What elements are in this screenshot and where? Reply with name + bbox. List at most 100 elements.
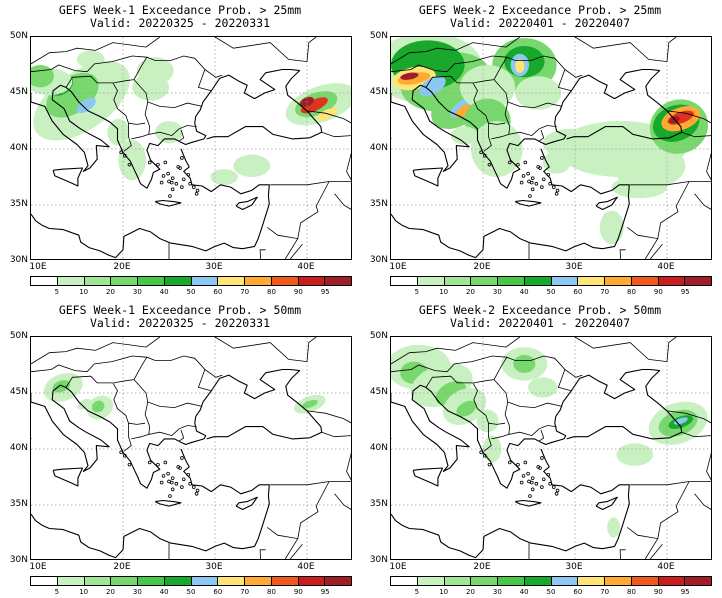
map-svg xyxy=(31,37,351,259)
color-bar-swatch xyxy=(471,577,498,585)
probability-shading xyxy=(460,65,516,110)
island xyxy=(188,181,192,186)
island xyxy=(530,476,535,480)
country-border xyxy=(214,37,317,63)
lon-tick-label: 30E xyxy=(565,262,583,272)
coastline xyxy=(52,167,84,187)
island xyxy=(195,488,200,493)
probability-shading xyxy=(233,154,271,177)
island xyxy=(178,466,182,470)
color-bar-swatch xyxy=(325,577,351,585)
color-bar-label: 60 xyxy=(213,588,223,596)
island xyxy=(538,466,542,470)
probability-shading xyxy=(317,108,338,121)
color-bar-swatch xyxy=(271,577,299,585)
color-bar-label: 50 xyxy=(186,288,196,296)
country-border xyxy=(425,375,492,452)
color-bar-label: 5 xyxy=(54,288,60,296)
country-border xyxy=(644,538,659,559)
island xyxy=(552,485,556,489)
island xyxy=(159,480,164,485)
country-border xyxy=(65,75,132,152)
coastline xyxy=(235,196,258,211)
country-border xyxy=(270,131,351,186)
lon-tick-label: 40E xyxy=(657,562,675,572)
color-bar-label: 50 xyxy=(546,588,556,596)
color-bar-swatch xyxy=(658,577,686,585)
lon-tick-label: 10E xyxy=(29,562,47,572)
country-border xyxy=(493,379,563,409)
map-panel: GEFS Week-2 Exceedance Prob. > 25mm Valid… xyxy=(360,0,720,298)
lon-tick-label: 30E xyxy=(205,562,223,572)
island xyxy=(521,474,526,478)
map-frame xyxy=(30,36,352,260)
country-border xyxy=(488,122,506,125)
country-border xyxy=(694,493,711,510)
country-border xyxy=(334,493,351,510)
lat-tick-label: 35N xyxy=(369,199,388,209)
lat-tick-label: 30N xyxy=(9,555,28,565)
color-bar-swatch xyxy=(498,277,525,285)
island xyxy=(166,471,170,476)
island xyxy=(161,474,166,478)
island xyxy=(538,166,542,170)
lon-tick-label: 20E xyxy=(113,262,131,272)
lat-tick-label: 40N xyxy=(369,143,388,153)
country-border xyxy=(289,243,303,259)
country-border xyxy=(564,69,583,78)
lon-tick-label: 30E xyxy=(205,262,223,272)
country-border xyxy=(267,481,330,540)
country-border xyxy=(574,337,677,363)
color-bar xyxy=(390,276,712,286)
country-border xyxy=(391,337,521,365)
probability-shading xyxy=(136,57,174,84)
color-bar-label: 70 xyxy=(600,588,610,596)
color-bar-label: 90 xyxy=(293,288,303,296)
color-bar-label: 20 xyxy=(466,588,475,596)
coastline xyxy=(154,499,182,507)
panel-valid-dates: Valid: 20220401 - 20220407 xyxy=(449,316,630,330)
coastline xyxy=(391,368,683,489)
island xyxy=(548,181,552,186)
country-border xyxy=(538,429,545,442)
country-border xyxy=(306,410,351,424)
map-svg xyxy=(31,337,351,559)
island xyxy=(194,192,199,196)
probability-shading xyxy=(107,118,130,146)
country-border xyxy=(267,181,330,240)
color-bar-label: 40 xyxy=(519,588,529,596)
coastline xyxy=(31,148,270,259)
map-svg xyxy=(391,37,711,259)
island xyxy=(169,480,174,485)
color-bar-label: 30 xyxy=(492,588,502,596)
country-border xyxy=(694,193,711,210)
color-bar-swatch xyxy=(444,277,472,285)
color-bar-label: 60 xyxy=(213,288,223,296)
country-border xyxy=(259,549,266,559)
lon-tick-label: 40E xyxy=(297,562,315,572)
country-border xyxy=(128,122,146,125)
color-bar-label: 10 xyxy=(79,588,89,596)
color-bar-label: 20 xyxy=(106,588,115,596)
island xyxy=(169,180,174,185)
island xyxy=(186,472,191,477)
island xyxy=(479,450,483,455)
island xyxy=(554,192,559,196)
color-bar-label: 40 xyxy=(159,288,169,296)
color-bar-swatch xyxy=(84,577,112,585)
color-bar-swatch xyxy=(191,577,219,585)
probability-shading xyxy=(77,50,105,69)
island xyxy=(523,460,528,465)
country-border xyxy=(619,249,626,259)
lat-tick-label: 30N xyxy=(9,255,28,265)
color-bar-swatch xyxy=(417,577,445,585)
probability-shading xyxy=(210,169,238,185)
island xyxy=(540,185,544,189)
color-bar-swatch xyxy=(578,277,605,285)
probability-shading xyxy=(616,443,654,466)
island xyxy=(119,450,123,455)
probability-shading xyxy=(31,65,54,88)
island xyxy=(156,462,160,467)
color-bar-swatch xyxy=(444,577,472,585)
country-border xyxy=(391,55,572,92)
